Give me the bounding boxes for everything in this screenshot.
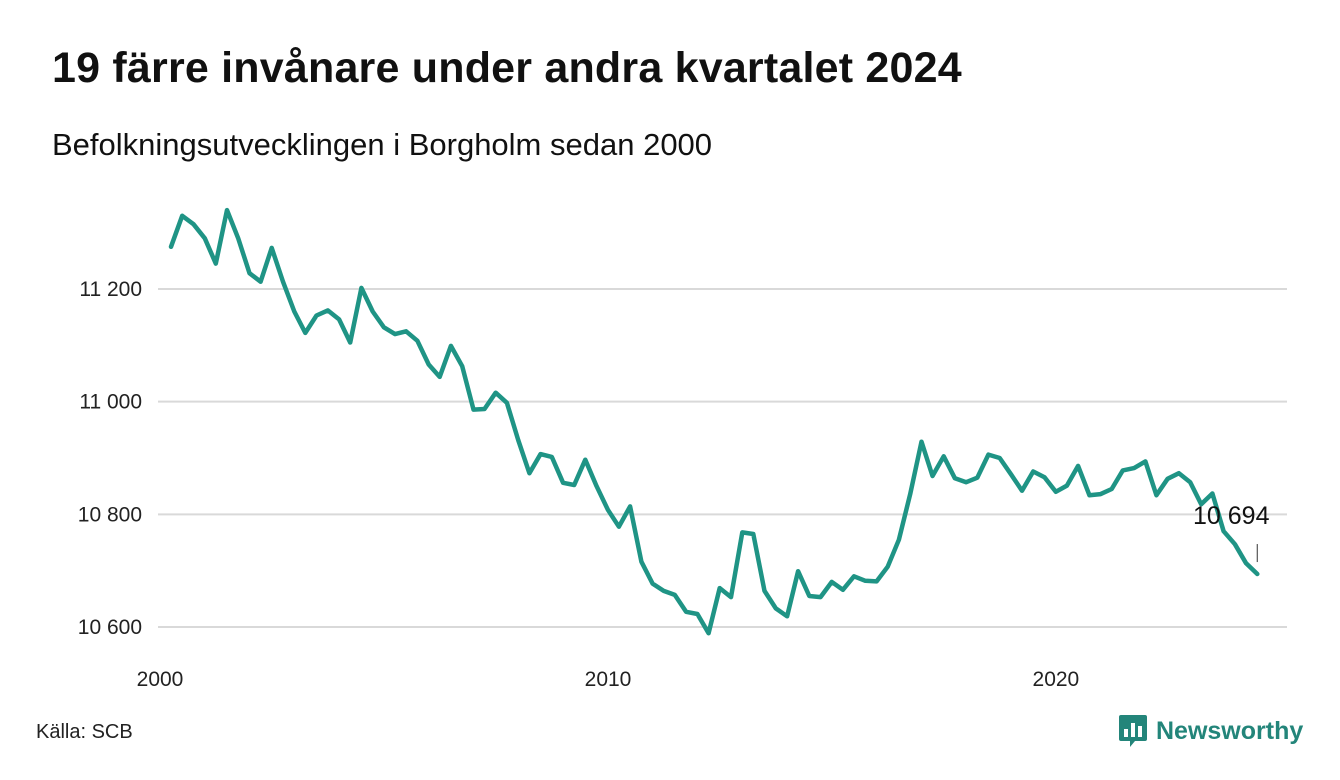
source-note: Källa: SCB xyxy=(36,721,133,743)
y-tick-label: 11 000 xyxy=(79,391,142,414)
chart-subtitle: Befolkningsutvecklingen i Borgholm sedan… xyxy=(52,127,713,162)
x-tick-label: 2010 xyxy=(585,668,632,691)
end-value-label: 10 694 xyxy=(1193,502,1270,530)
brand-name: Newsworthy xyxy=(1156,716,1304,745)
y-tick-label: 10 600 xyxy=(78,616,142,639)
x-axis: 2000 2010 2020 xyxy=(137,668,1080,691)
y-tick-label: 10 800 xyxy=(78,503,142,526)
y-tick-label: 11 200 xyxy=(79,278,142,301)
grid-lines xyxy=(158,288,1287,628)
chart-title: 19 färre invånare under andra kvartalet … xyxy=(52,44,962,92)
brand-logo: Newsworthy xyxy=(1118,714,1303,748)
population-series-line xyxy=(168,207,1260,636)
newsworthy-logo-icon xyxy=(1119,715,1147,747)
y-axis: 10 600 10 800 11 000 11 200 xyxy=(78,278,142,639)
x-tick-label: 2000 xyxy=(137,668,184,691)
x-tick-label: 2020 xyxy=(1033,668,1080,691)
